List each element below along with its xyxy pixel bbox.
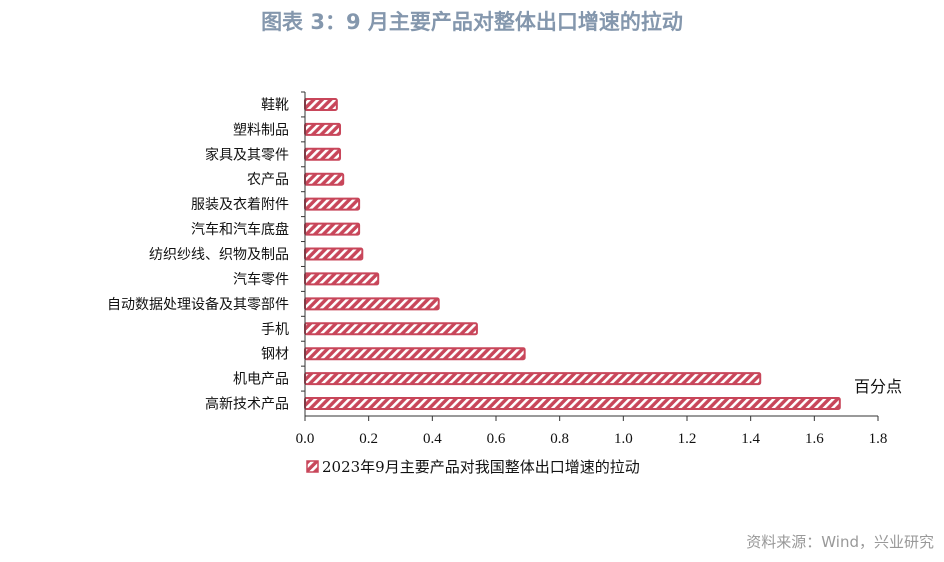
- x-tick-label: 0.6: [487, 431, 506, 447]
- bar: [304, 247, 364, 261]
- bar: [304, 97, 338, 111]
- category-label: 纺织纱线、织物及制品: [149, 247, 289, 263]
- bar: [304, 222, 361, 236]
- category-label: 鞋靴: [261, 97, 289, 113]
- category-label: 高新技术产品: [205, 396, 289, 413]
- x-tick-label: 1.6: [805, 431, 824, 447]
- x-tick-label: 1.2: [678, 431, 697, 447]
- category-label: 汽车和汽车底盘: [191, 221, 289, 238]
- chart-title: 图表 3：9 月主要产品对整体出口增速的拉动: [261, 10, 683, 34]
- category-label: 手机: [261, 322, 289, 338]
- category-label: 家具及其零件: [205, 146, 289, 163]
- category-label: 汽车零件: [233, 271, 289, 288]
- category-label: 塑料制品: [233, 122, 289, 138]
- bar: [304, 147, 342, 161]
- bar: [304, 397, 841, 411]
- legend-label: 2023年9月主要产品对我国整体出口增速的拉动: [322, 458, 640, 476]
- x-tick-label: 0.2: [359, 431, 378, 447]
- category-label: 机电产品: [233, 372, 289, 388]
- bar: [304, 122, 342, 136]
- bar: [304, 347, 526, 361]
- bar: [304, 172, 345, 186]
- x-tick-label: 0.4: [423, 431, 442, 447]
- x-tick-label: 1.8: [869, 431, 888, 447]
- bar: [304, 197, 361, 211]
- x-tick-label: 0.0: [296, 431, 315, 447]
- category-label: 自动数据处理设备及其零部件: [107, 296, 289, 313]
- bar: [304, 322, 478, 336]
- bar: [304, 372, 762, 386]
- x-tick-label: 1.0: [614, 431, 633, 447]
- source-note: 资料来源：Wind，兴业研究: [746, 533, 934, 551]
- category-label: 服装及衣着附件: [191, 197, 289, 213]
- category-label: 钢材: [261, 347, 289, 363]
- x-tick-label: 1.4: [741, 431, 760, 447]
- legend: 2023年9月主要产品对我国整体出口增速的拉动: [306, 458, 640, 476]
- unit-label: 百分点: [854, 377, 902, 396]
- bar: [304, 272, 380, 286]
- x-tick-label: 0.8: [550, 431, 569, 447]
- bar: [304, 297, 440, 311]
- category-label: 农产品: [247, 172, 289, 188]
- legend-swatch: [306, 460, 319, 473]
